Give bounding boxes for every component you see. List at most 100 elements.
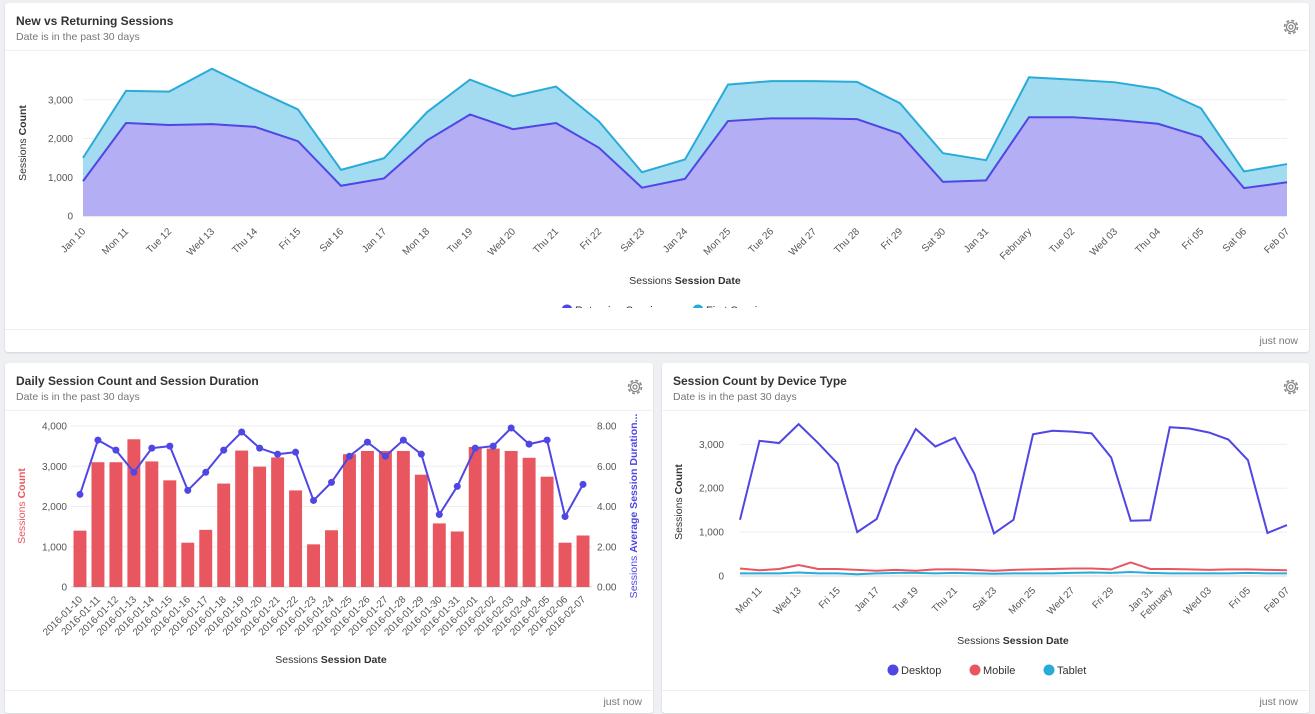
x-tick-label: Jan 17 — [360, 226, 389, 255]
x-tick-label: Thu 21 — [930, 585, 960, 615]
y-tick-label: 3,000 — [42, 462, 67, 473]
y-axis-title: Sessions Count — [16, 468, 28, 544]
bar — [217, 483, 231, 587]
x-tick-label: Wed 13 — [185, 226, 217, 258]
duration-point — [399, 436, 407, 444]
panel-daily-session-count: Daily Session Count and Session Duration… — [5, 363, 653, 713]
y-tick-label: 2,000 — [48, 134, 73, 145]
last-updated: just now — [1259, 696, 1298, 708]
bar — [109, 462, 123, 587]
x-tick-label: Jan 24 — [661, 226, 690, 255]
bar — [199, 529, 213, 587]
x-tick-label: Thu 28 — [832, 226, 862, 256]
gear-icon[interactable] — [1281, 17, 1301, 37]
mobile-line — [739, 561, 1288, 572]
panel-title: Daily Session Count and Session Duration — [16, 374, 259, 388]
x-axis-title: Sessions Session Date — [275, 654, 387, 666]
x-tick-label: Fri 29 — [879, 226, 905, 252]
bar — [432, 523, 446, 587]
header-divider — [5, 50, 1309, 51]
x-tick-label: Mon 25 — [702, 226, 734, 258]
duration-point — [453, 482, 461, 490]
bar — [558, 542, 572, 587]
y-axis-title: Sessions Count — [673, 464, 685, 540]
x-tick-label: Fri 05 — [1227, 585, 1253, 611]
bar — [127, 439, 141, 587]
x-tick-label: Tue 12 — [145, 226, 175, 256]
duration-point — [148, 444, 156, 452]
duration-point — [220, 446, 228, 454]
first-session-line — [82, 67, 1288, 174]
y-tick-label: 0 — [67, 212, 73, 223]
bar — [73, 530, 87, 587]
duration-point — [184, 486, 192, 494]
panel-subtitle: Date is in the past 30 days — [673, 391, 797, 403]
x-tick-label: Mon 11 — [100, 226, 131, 257]
x-tick-label: Sat 30 — [920, 226, 949, 255]
duration-point — [112, 446, 120, 454]
x-tick-label: Wed 20 — [486, 226, 518, 258]
panel-footer: just now — [662, 690, 1309, 713]
duration-point — [507, 424, 515, 432]
legend-swatch — [1043, 664, 1055, 676]
bar — [540, 476, 554, 587]
bar — [522, 457, 536, 587]
bar — [181, 542, 195, 587]
panel-new-vs-returning: New vs Returning Sessions Date is in the… — [5, 3, 1309, 352]
legend-swatch — [887, 664, 899, 676]
bar — [235, 450, 249, 587]
panel-subtitle: Date is in the past 30 days — [16, 391, 140, 403]
y2-tick-label: 4.00 — [597, 502, 617, 513]
gear-icon[interactable] — [1281, 377, 1301, 397]
panel-footer: just now — [5, 329, 1309, 352]
gear-icon[interactable] — [625, 377, 645, 397]
duration-point — [561, 513, 569, 521]
bar — [289, 490, 303, 587]
x-tick-label: Thu 14 — [230, 226, 260, 256]
panel-device-type: Session Count by Device Type Date is in … — [662, 363, 1309, 713]
x-tick-label: Tue 26 — [747, 226, 777, 256]
bar — [450, 531, 464, 587]
new-vs-returning-chart: 0 1,000 2,000 3,000 Jan 10 Mon 11 Tue 12 Wed 13… — [17, 67, 1292, 308]
last-updated: just now — [603, 696, 642, 708]
x-tick-label: Feb 07 — [1262, 585, 1292, 615]
returning-session-area — [83, 114, 1287, 216]
panel-title: Session Count by Device Type — [673, 374, 847, 388]
duration-point — [166, 442, 174, 450]
bar — [163, 480, 177, 587]
legend-label: Returning Session — [575, 305, 665, 308]
bar — [271, 457, 285, 587]
legend-label: Desktop — [901, 665, 941, 677]
duration-point — [328, 478, 335, 486]
duration-point — [256, 444, 264, 452]
header-divider — [662, 410, 1309, 411]
y2-axis-title: Sessions Average Session Duration... — [628, 414, 640, 599]
panel-title: New vs Returning Sessions — [16, 14, 174, 28]
duration-point — [345, 452, 353, 460]
duration-point — [130, 468, 138, 476]
duration-point — [435, 511, 443, 519]
legend-swatch — [561, 304, 573, 308]
desktop-line — [739, 422, 1288, 536]
panel-footer: just now — [5, 690, 653, 713]
duration-point — [579, 480, 587, 488]
legend-label: First Session — [706, 305, 770, 308]
panel-subtitle: Date is in the past 30 days — [16, 31, 140, 43]
y-axis-title: Sessions Count — [17, 105, 29, 181]
returning-session-line — [82, 113, 1288, 190]
x-tick-label: Fri 15 — [817, 585, 843, 611]
x-tick-label: Sat 06 — [1221, 226, 1250, 255]
bar — [253, 466, 267, 587]
last-updated: just now — [1259, 335, 1298, 347]
legend-label: Tablet — [1057, 665, 1086, 677]
bar — [378, 450, 392, 587]
duration-point — [417, 450, 425, 458]
x-axis-title: Sessions Session Date — [629, 275, 741, 287]
duration-point — [202, 468, 210, 476]
bar — [91, 462, 105, 587]
x-tick-label: Mon 11 — [734, 585, 765, 616]
x-tick-label: Wed 03 — [1088, 226, 1120, 258]
bar — [396, 450, 410, 587]
y-tick-label: 2,000 — [699, 484, 724, 495]
x-tick-label: Thu 04 — [1133, 226, 1163, 256]
